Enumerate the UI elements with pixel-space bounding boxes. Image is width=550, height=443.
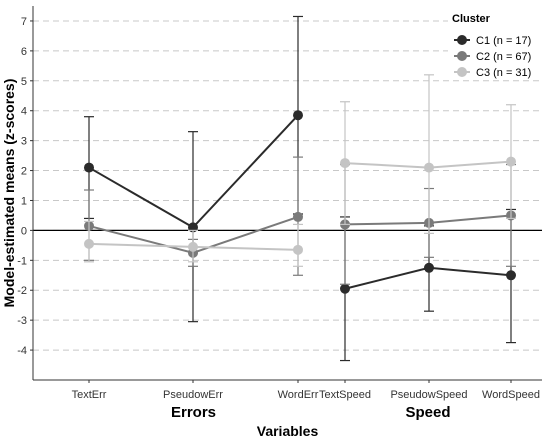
data-point — [340, 283, 350, 294]
series-3 — [84, 74, 516, 267]
group-label: Errors — [171, 404, 216, 421]
y-tick-label: 1 — [21, 195, 27, 207]
y-tick-label: 7 — [21, 16, 27, 28]
x-tick-label: WordErr — [278, 389, 319, 401]
x-tick-label: TextSpeed — [319, 389, 371, 401]
data-point — [84, 162, 94, 173]
legend-swatch — [457, 67, 467, 77]
legend-label: C1 (n = 17) — [476, 35, 531, 47]
group-label: Speed — [405, 404, 450, 421]
x-tick-label: PseudowSpeed — [390, 389, 467, 401]
y-tick-label: -3 — [17, 315, 27, 327]
y-tick-label: 5 — [21, 76, 27, 88]
data-point — [506, 156, 516, 167]
data-point — [340, 158, 350, 169]
data-point — [293, 211, 303, 222]
data-point — [293, 244, 303, 255]
data-point — [84, 238, 94, 249]
y-tick-label: 3 — [21, 136, 27, 148]
y-axis-title: Model-estimated means (z-scores) — [1, 79, 17, 308]
legend-label: C2 (n = 67) — [476, 51, 531, 63]
y-tick-label: 2 — [21, 166, 27, 178]
legend-label: C3 (n = 31) — [476, 67, 531, 79]
y-tick-label: 6 — [21, 46, 27, 58]
legend-title: Cluster — [452, 13, 491, 25]
legend-swatch — [457, 35, 467, 45]
y-tick-label: -1 — [17, 255, 27, 267]
legend: Cluster C1 (n = 17) C2 (n = 67) C3 (n = 31) — [448, 10, 542, 80]
x-tick-label: PseudowErr — [163, 389, 223, 401]
series-layer — [84, 15, 516, 362]
data-point — [293, 110, 303, 121]
data-point — [424, 162, 434, 173]
data-point — [188, 241, 198, 252]
data-point — [424, 262, 434, 273]
x-tick-label: WordSpeed — [482, 389, 540, 401]
x-tick-label: TextErr — [72, 389, 107, 401]
y-tick-label: 0 — [21, 225, 27, 237]
y-tick-label: 4 — [21, 106, 27, 118]
data-point — [506, 270, 516, 281]
y-tick-label: -4 — [17, 345, 27, 357]
y-tick-label: -2 — [17, 285, 27, 297]
x-axis-title: Variables — [257, 423, 319, 439]
axes: -4 -3 -2 -1 0 1 2 3 4 5 6 7 TextErr PseudowErr WordErr… — [17, 6, 542, 421]
legend-swatch — [457, 51, 467, 61]
